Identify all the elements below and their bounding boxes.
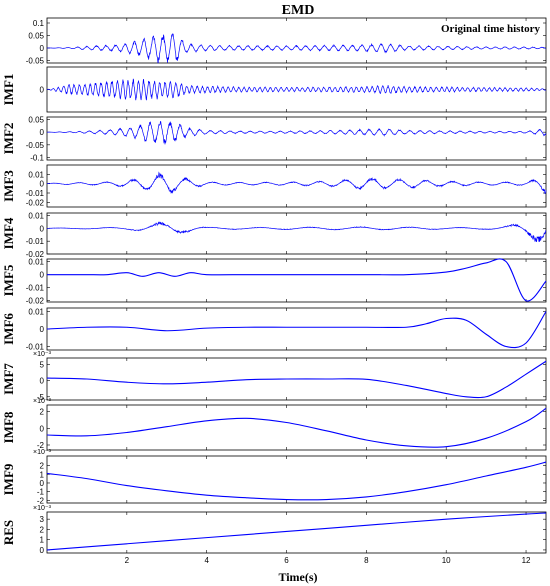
x-tick-label: 12 (522, 556, 531, 565)
panel-imf5: 0.01 0 -0.01 -0.02 IMF5 (1, 258, 547, 306)
y-tick-label: 2 (40, 525, 45, 534)
panel-imf3: 0.010-0.01-0.02 IMF3 (1, 164, 547, 208)
y-tick-label: 2 (40, 408, 45, 417)
y-tick-label: 3 (40, 515, 45, 524)
y-axis-label: IMF9 (1, 463, 16, 495)
series-line (47, 33, 547, 64)
y-tick-label: -5 (37, 393, 45, 402)
panel-frame (46, 404, 547, 451)
figure-title: EMD (282, 3, 315, 18)
y-tick-label: 0 (40, 224, 45, 233)
panel-imf7: 5 0 -5 IMF7 ×10⁻³ (1, 351, 547, 402)
y-tick-label: -0.01 (26, 284, 45, 293)
y-tick-label: -2 (37, 496, 45, 505)
panel-frame (46, 455, 547, 504)
y-tick-label: 2 (40, 462, 45, 471)
y-exponent-label: ×10⁻³ (33, 505, 52, 512)
y-tick-label: 0 (40, 44, 45, 53)
panel-imf6: 0.01 0 -0.01 IMF6 (1, 307, 547, 352)
series-line (46, 121, 547, 145)
y-tick-label: 0 (40, 128, 45, 137)
y-tick-label: 0 (40, 86, 45, 95)
y-tick-label: -0.01 (26, 343, 45, 352)
series-line (46, 258, 547, 302)
panel-frame (46, 116, 547, 161)
y-tick-label: 0.01 (28, 170, 44, 179)
panel-frame (46, 17, 547, 64)
legend-entry: Original time history (441, 23, 540, 35)
y-axis-label: IMF8 (1, 411, 16, 443)
y-tick-label: -0.01 (26, 189, 45, 198)
y-tick-label: 1 (40, 470, 45, 479)
y-tick-label: -0.02 (26, 198, 45, 207)
y-tick-label: -0.05 (26, 57, 45, 66)
x-tick-label: 4 (204, 556, 209, 565)
y-axis-label: RES (1, 520, 16, 545)
panel-original: 0.1 0.05 0 -0.05 Original time history (26, 17, 547, 66)
x-tick-label: 6 (284, 556, 289, 565)
series-line (46, 360, 547, 399)
y-tick-label: 0 (40, 546, 45, 555)
y-tick-label: 0.01 (28, 258, 44, 267)
series-line (46, 311, 547, 349)
y-tick-label: 0.01 (28, 308, 44, 317)
panel-frame (46, 164, 547, 208)
series-line (46, 221, 547, 243)
x-axis-label: Time(s) (278, 570, 317, 584)
y-tick-label: 0.05 (28, 116, 44, 125)
y-tick-label: -0.05 (26, 141, 45, 150)
y-exponent-label: ×10⁻³ (33, 398, 52, 405)
y-exponent-label: ×10⁻³ (33, 449, 52, 456)
y-axis-label: IMF1 (1, 74, 16, 106)
y-tick-label: 0 (40, 479, 45, 488)
y-tick-label: 0 (40, 424, 45, 433)
x-tick-label: 10 (442, 556, 451, 565)
y-tick-label: -1 (37, 488, 45, 497)
y-tick-label: 0 (40, 377, 45, 386)
y-tick-label: 5 (40, 360, 45, 369)
y-axis-label: IMF6 (1, 313, 16, 345)
series-line (46, 171, 547, 194)
panel-imf9: 210-1-2 IMF9 ×10⁻³ (1, 449, 547, 505)
panel-frame (46, 511, 547, 554)
y-axis-label: IMF4 (1, 217, 16, 249)
panel-imf4: 0.01 0 -0.01 -0.02 IMF4 (1, 212, 547, 259)
y-tick-label: -2 (37, 441, 45, 450)
panel-imf2: 0.05 0 -0.05 -0.1 IMF2 (1, 116, 547, 162)
y-axis-label: IMF2 (1, 123, 16, 155)
y-axis-label: IMF7 (1, 363, 16, 395)
panel-frame (46, 307, 547, 351)
y-tick-label: 0 (40, 271, 45, 280)
y-tick-label: -0.02 (26, 250, 45, 259)
y-tick-label: -0.01 (26, 237, 45, 246)
panel-imf8: 2 0 -2 IMF8 ×10⁻³ (1, 398, 547, 451)
series-line (46, 512, 547, 551)
y-tick-label: 0.05 (28, 32, 44, 41)
series-line (46, 407, 547, 448)
y-exponent-label: ×10⁻³ (33, 351, 52, 358)
panel-frame (46, 212, 547, 255)
y-tick-label: 0.01 (28, 212, 44, 221)
y-tick-label: 0.1 (33, 19, 45, 28)
x-tick-label: 2 (125, 556, 130, 565)
y-tick-label: -0.02 (26, 297, 45, 306)
y-tick-label: 0 (40, 180, 45, 189)
panel-imf1: 0 IMF1 (1, 66, 547, 113)
series-line (46, 78, 547, 101)
x-tick-label: 8 (364, 556, 369, 565)
y-tick-label: 1 (40, 536, 45, 545)
y-axis-label: IMF3 (1, 170, 16, 202)
series-line (46, 461, 547, 501)
y-tick-label: 0 (40, 325, 45, 334)
panel-frame (46, 258, 547, 303)
panel-frame (46, 357, 547, 401)
y-tick-label: -0.1 (30, 153, 44, 162)
y-axis-label: IMF5 (1, 264, 16, 296)
